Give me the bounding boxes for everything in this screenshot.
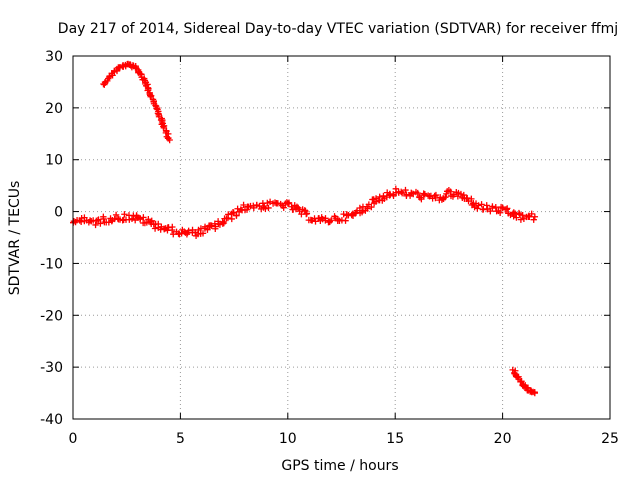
data-point — [519, 212, 526, 219]
data-point — [530, 216, 537, 223]
data-point — [148, 217, 155, 225]
data-point — [496, 209, 504, 216]
ticks: 0 5 10 15 20 25 -40 -30 -20 -10 0 10 20 30 — [40, 49, 619, 447]
data-point — [402, 186, 409, 194]
data-point — [284, 200, 292, 207]
data-point — [295, 204, 302, 211]
data-point — [264, 199, 271, 207]
data-point — [342, 217, 349, 224]
x-tick-label: 20 — [494, 431, 512, 447]
data-point — [240, 201, 247, 209]
data-point — [326, 218, 334, 225]
data-point — [155, 220, 162, 228]
data-point — [280, 204, 287, 211]
y-tick-label: -40 — [40, 412, 63, 428]
series-layer — [70, 60, 539, 397]
data-point — [475, 202, 482, 209]
data-point — [478, 201, 485, 208]
data-point — [97, 220, 104, 227]
x-tick-label: 15 — [386, 431, 404, 447]
data-point — [421, 191, 429, 198]
data-point — [368, 203, 375, 211]
data-point — [112, 211, 120, 219]
data-point — [140, 214, 147, 221]
y-axis-label: SDTVAR / TECUs — [7, 181, 23, 296]
data-point — [274, 200, 282, 207]
data-point — [398, 189, 406, 197]
data-point — [511, 370, 518, 378]
grid — [73, 56, 610, 419]
x-tick-label: 10 — [279, 431, 297, 447]
x-tick-label: 5 — [176, 431, 185, 447]
data-point — [234, 205, 241, 212]
y-tick-label: 20 — [45, 101, 63, 117]
data-point — [403, 191, 410, 198]
data-point — [513, 214, 520, 221]
data-point — [328, 217, 335, 224]
data-point — [442, 193, 449, 201]
data-point — [100, 215, 107, 223]
data-point — [515, 209, 523, 217]
data-point — [457, 190, 465, 198]
y-tick-label: 30 — [45, 49, 63, 65]
data-point — [285, 199, 293, 206]
data-point — [443, 190, 450, 198]
data-point — [380, 192, 387, 200]
data-point — [92, 221, 99, 229]
series-arc-2 — [70, 185, 539, 240]
data-point — [128, 215, 136, 223]
data-point — [185, 227, 192, 234]
data-point — [503, 206, 510, 213]
data-point — [464, 194, 471, 202]
y-tick-label: -30 — [40, 360, 63, 376]
data-point — [517, 216, 525, 223]
data-point — [474, 205, 481, 212]
data-point — [105, 219, 113, 226]
y-tick-label: 0 — [54, 205, 63, 221]
x-axis-label: GPS time / hours — [281, 458, 398, 474]
data-point — [376, 193, 383, 201]
data-point — [397, 188, 405, 196]
data-point — [228, 215, 235, 223]
data-point — [220, 219, 228, 227]
plot-border — [72, 55, 611, 420]
data-point — [183, 231, 191, 238]
data-point — [219, 218, 226, 226]
x-tick-label: 0 — [69, 431, 78, 447]
data-point — [528, 210, 535, 218]
y-tick-label: -20 — [40, 308, 63, 324]
data-point — [265, 204, 272, 212]
series-arc-1 — [100, 60, 173, 144]
data-point — [262, 205, 269, 212]
data-point — [121, 211, 128, 218]
data-point — [348, 211, 355, 219]
series-arc-3 — [509, 366, 539, 397]
x-tick-label: 25 — [601, 431, 619, 447]
data-point — [137, 215, 144, 222]
data-point — [418, 195, 425, 203]
data-point — [94, 216, 102, 224]
data-point — [169, 223, 176, 231]
data-point — [489, 204, 496, 212]
data-point — [199, 230, 207, 237]
data-point — [516, 211, 523, 218]
data-point — [233, 212, 240, 219]
data-point — [420, 190, 427, 197]
data-point — [303, 210, 311, 217]
data-point — [166, 136, 173, 144]
data-point — [414, 189, 421, 197]
data-point — [531, 213, 539, 220]
data-point — [161, 226, 168, 233]
chart-title: Day 217 of 2014, Sidereal Day-to-day VTE… — [58, 21, 618, 37]
data-point — [531, 389, 539, 397]
y-tick-label: 10 — [45, 153, 63, 169]
data-point — [151, 225, 159, 232]
plot-area — [73, 56, 610, 419]
data-point — [229, 209, 237, 216]
data-point — [468, 195, 475, 203]
data-point — [432, 191, 440, 199]
y-tick-label: -10 — [40, 256, 63, 272]
